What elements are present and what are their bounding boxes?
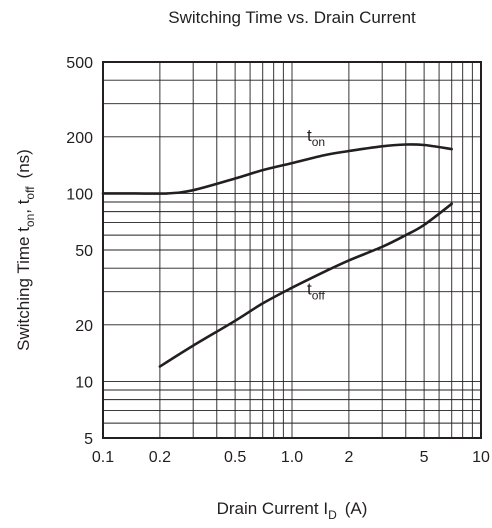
x-tick-label: 0.2	[149, 449, 171, 466]
y-axis-label: Switching Time ton, toff (ns)	[14, 149, 37, 351]
y-tick-label: 20	[75, 318, 93, 335]
x-axis-label-unit: (A)	[345, 499, 368, 518]
x-tick-label: 1.0	[281, 449, 303, 466]
y-axis-label-main: Switching Time t	[14, 227, 33, 351]
series-label-ton: ton	[307, 126, 325, 149]
series-line-toff	[158, 202, 453, 368]
x-tick-label: 10	[472, 449, 490, 466]
y-axis-label-unit: (ns)	[14, 149, 33, 178]
y-tick-label: 10	[75, 374, 93, 391]
x-axis-label: Drain Current ID (A)	[217, 499, 368, 522]
chart-title: Switching Time vs. Drain Current	[168, 8, 416, 27]
y-tick-label: 500	[66, 55, 93, 72]
tick-labels: 0.1 0.2 0.5 1.0 2 5 10 5 10 20 50 100 200 500	[66, 55, 490, 466]
x-tick-label: 2	[344, 449, 353, 466]
x-axis-label-sub: D	[328, 508, 337, 522]
series-group: ton toff	[101, 126, 453, 368]
y-axis-label-sub-off: off	[23, 186, 37, 200]
y-tick-label: 100	[66, 186, 93, 203]
x-tick-label: 5	[420, 449, 429, 466]
y-axis-label-mid: , t	[14, 199, 33, 213]
series-label-toff: toff	[307, 279, 326, 302]
y-axis-label-sub-on: on	[23, 214, 37, 227]
y-tick-label: 5	[84, 431, 93, 448]
x-axis-label-main: Drain Current I	[217, 499, 328, 518]
x-tick-label: 0.5	[224, 449, 246, 466]
y-tick-label: 200	[66, 130, 93, 147]
y-tick-label: 50	[75, 243, 93, 260]
plot-frame	[102, 61, 482, 439]
series-line-ton	[101, 143, 453, 195]
grid	[103, 62, 481, 438]
x-tick-label: 0.1	[92, 449, 114, 466]
